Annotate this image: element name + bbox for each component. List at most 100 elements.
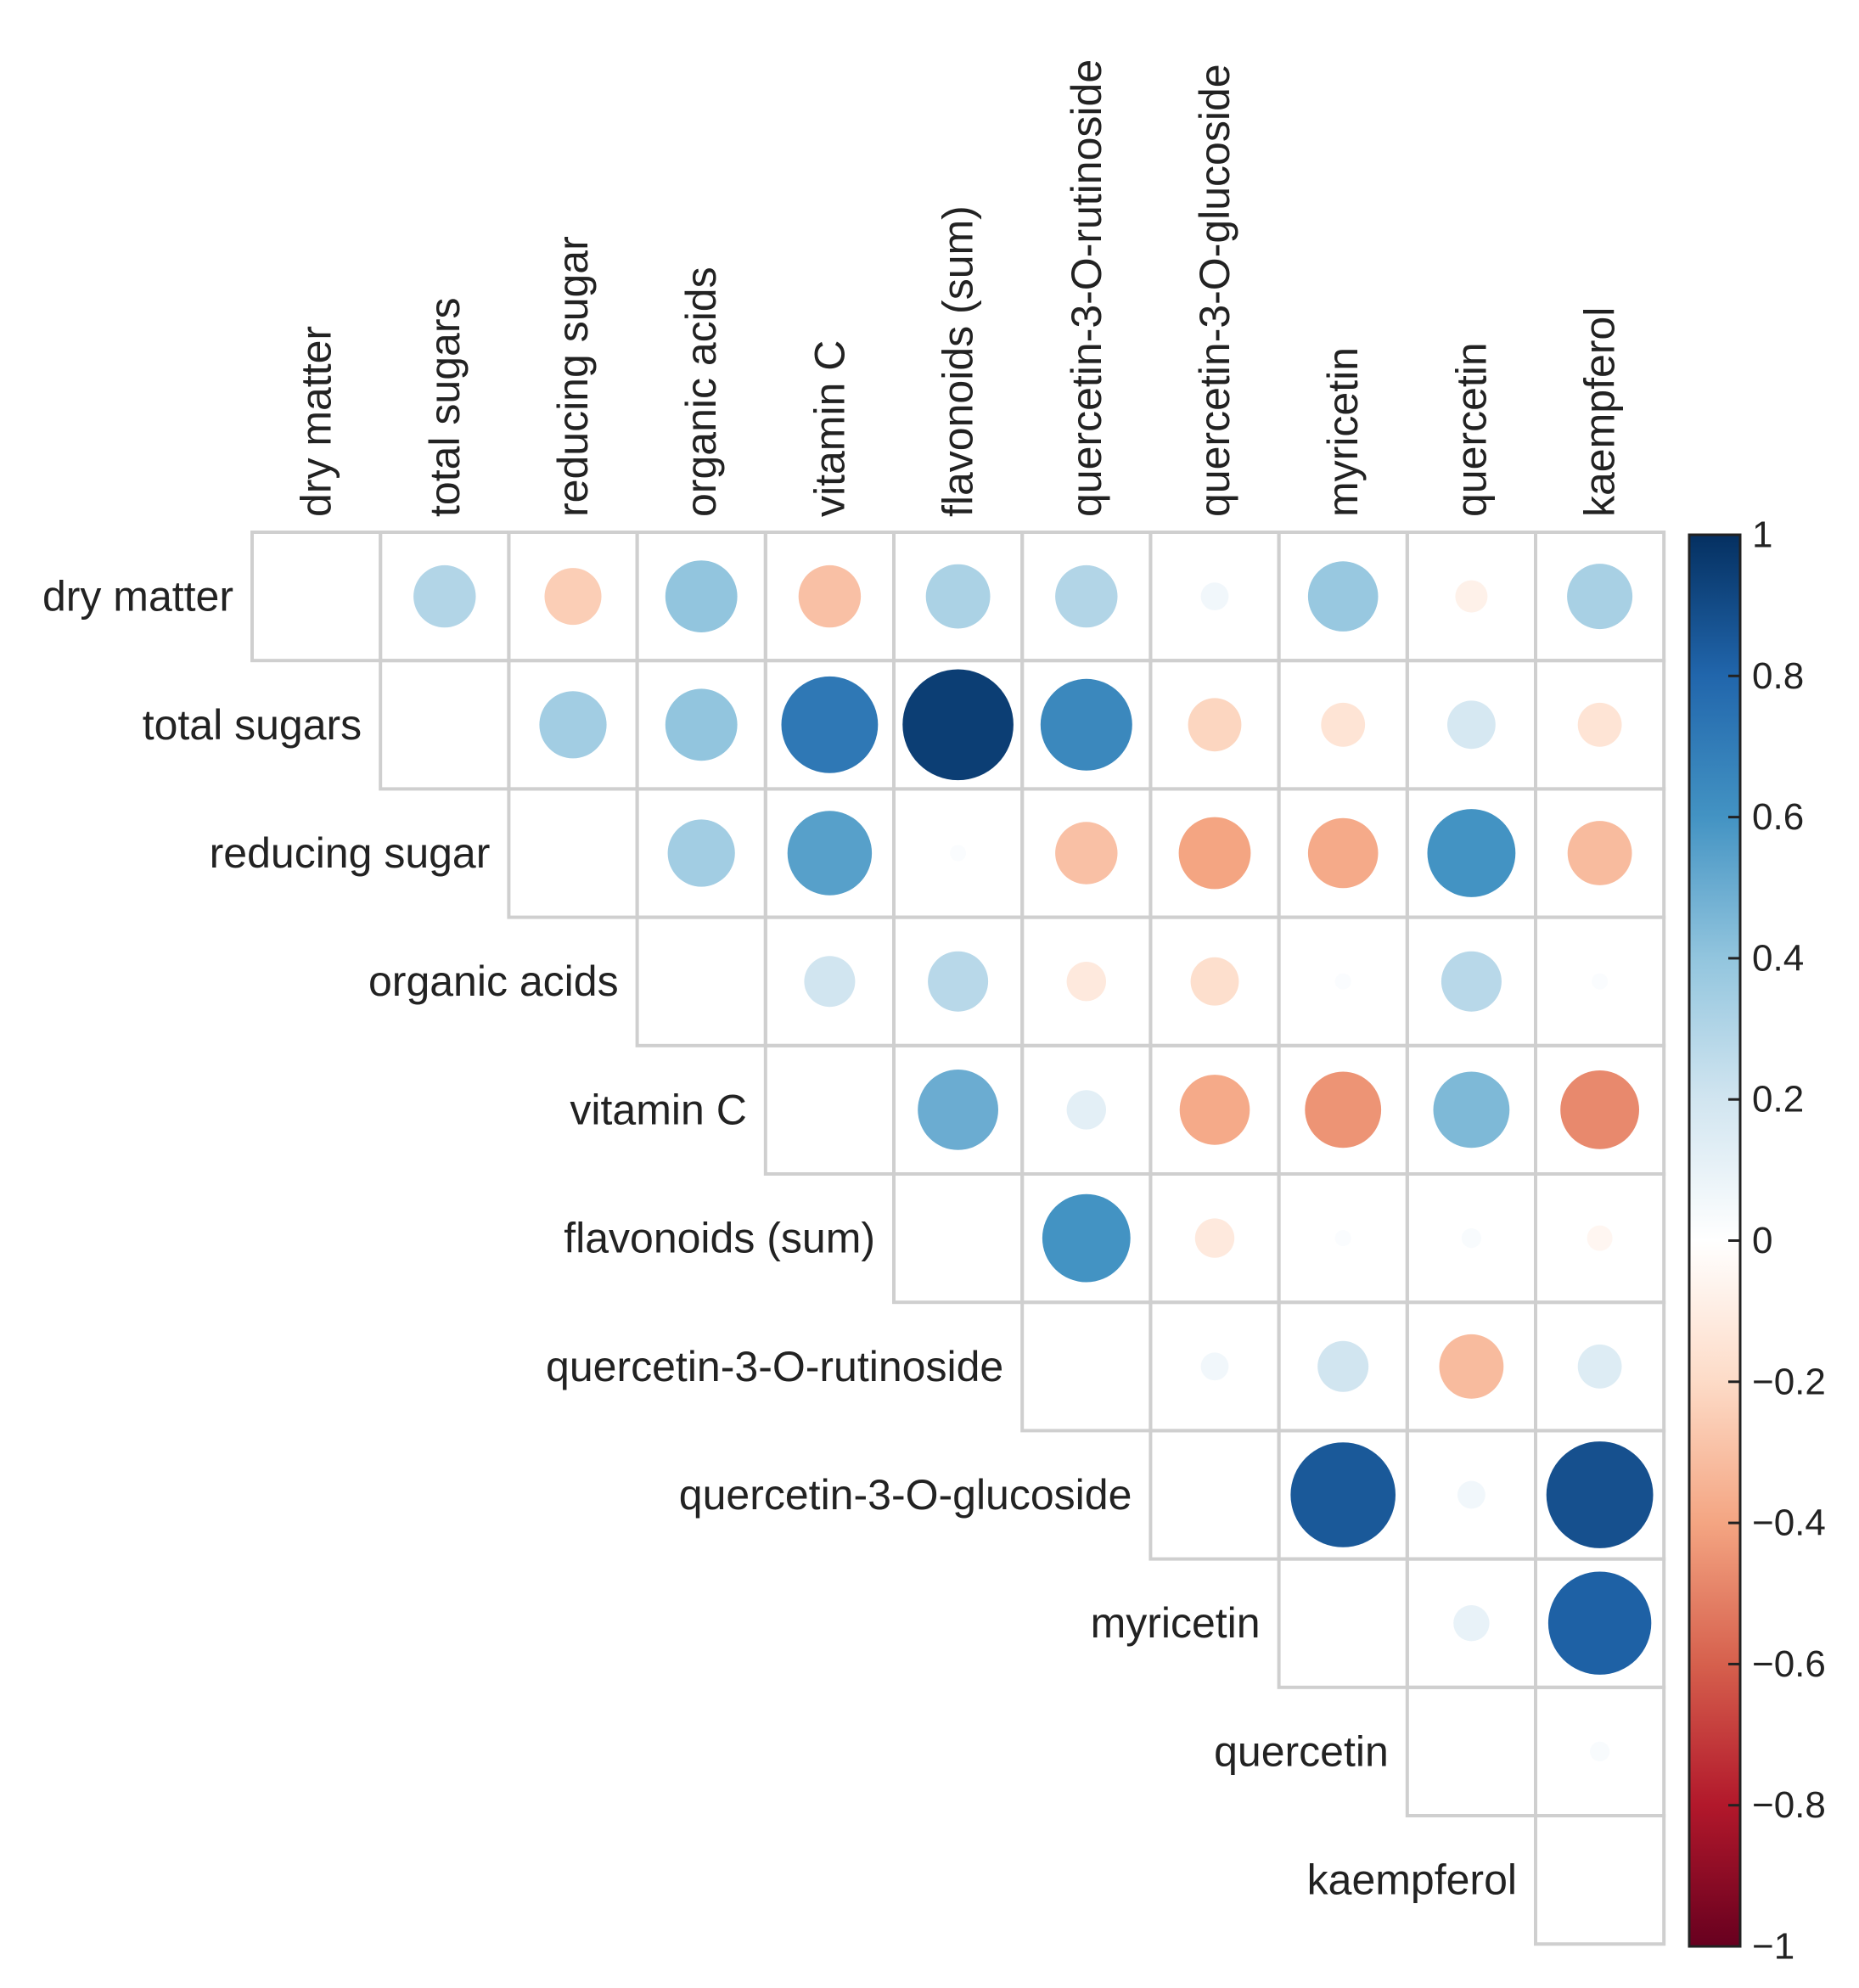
- colorbar: 1 0.8 0.6 0.4 0.2 0 −0.2 −0.4 −0.6 −0.8 −1: [1688, 514, 1826, 1968]
- corr-circle-vitamin-c-flavonoids-sum: [918, 1070, 998, 1150]
- corr-circle-organic-acids-quercetin-3-o-rutinoside: [1066, 962, 1107, 1002]
- corr-circle-reducing-sugar-flavonoids-sum: [950, 845, 967, 862]
- corr-circle-flavonoids-sum-quercetin-3-o-rutinoside: [1042, 1193, 1131, 1283]
- corr-circle-myricetin-kaempferol: [1547, 1571, 1652, 1675]
- corr-circle-organic-acids-quercetin-3-o-glucoside: [1190, 957, 1239, 1006]
- corr-circle-quercetin-3-o-rutinoside-kaempferol: [1577, 1344, 1622, 1389]
- corr-circle-quercetin-3-o-glucoside-myricetin: [1290, 1442, 1396, 1547]
- colorbar-tick-label: −0.4: [1752, 1502, 1826, 1544]
- row-label-vitamin-c: vitamin C: [570, 1086, 746, 1133]
- corr-circle-quercetin-3-o-glucoside-kaempferol: [1546, 1441, 1654, 1548]
- cell-grid: [250, 531, 1666, 1946]
- corr-circle-dry-matter-total-sugars: [413, 564, 476, 628]
- corr-circle-reducing-sugar-organic-acids: [667, 819, 735, 887]
- colorbar-tick-label: −0.2: [1752, 1361, 1826, 1402]
- cell-0-0: [250, 531, 383, 663]
- col-label-organic-acids: organic acids: [677, 267, 725, 517]
- colorbar-tick-label: 0: [1752, 1220, 1772, 1261]
- row-label-kaempferol: kaempferol: [1307, 1856, 1517, 1904]
- corr-circle-vitamin-c-quercetin: [1433, 1071, 1510, 1148]
- cell-2-2: [507, 787, 639, 919]
- row-label-myricetin: myricetin: [1091, 1599, 1261, 1647]
- corr-circle-flavonoids-sum-quercetin-3-o-glucoside: [1194, 1218, 1235, 1258]
- corr-circle-dry-matter-vitamin-c: [798, 564, 862, 628]
- corr-circle-quercetin-3-o-glucoside-quercetin: [1457, 1480, 1486, 1509]
- cell-7-7: [1149, 1429, 1281, 1561]
- corr-circle-reducing-sugar-quercetin-3-o-glucoside: [1178, 817, 1251, 890]
- row-label-quercetin: quercetin: [1214, 1727, 1389, 1775]
- col-label-dry-matter: dry matter: [293, 326, 340, 517]
- corr-circle-total-sugars-flavonoids-sum: [902, 669, 1014, 781]
- col-label-quercetin-3-o-rutinoside: quercetin-3-O-rutinoside: [1063, 59, 1110, 517]
- corr-circle-dry-matter-myricetin: [1307, 561, 1379, 632]
- cell-10-10: [1534, 1814, 1666, 1946]
- correlation-circles: [413, 560, 1654, 1761]
- corr-circle-reducing-sugar-vitamin-c: [787, 811, 873, 896]
- corr-circle-vitamin-c-kaempferol: [1560, 1070, 1639, 1149]
- corr-circle-total-sugars-reducing-sugar: [539, 691, 607, 759]
- corr-circle-reducing-sugar-kaempferol: [1567, 821, 1632, 885]
- corr-circle-dry-matter-quercetin: [1455, 580, 1488, 613]
- corr-circle-quercetin-3-o-rutinoside-myricetin: [1317, 1340, 1369, 1392]
- colorbar-tick-label: 0.4: [1752, 937, 1804, 979]
- colorbar-ticks: 1 0.8 0.6 0.4 0.2 0 −0.2 −0.4 −0.6 −0.8 −1: [1728, 514, 1826, 1968]
- cell-8-8: [1277, 1557, 1409, 1689]
- row-label-reducing-sugar: reducing sugar: [210, 829, 491, 877]
- col-label-flavonoids-sum: flavonoids (sum): [935, 205, 982, 517]
- corr-circle-total-sugars-quercetin-3-o-rutinoside: [1040, 678, 1132, 771]
- colorbar-tick-label: 0.8: [1752, 655, 1804, 697]
- colorbar-tick-label: 0.2: [1752, 1079, 1804, 1120]
- corr-circle-organic-acids-flavonoids-sum: [928, 951, 989, 1012]
- corr-circle-dry-matter-reducing-sugar: [544, 568, 602, 626]
- cell-5-5: [892, 1172, 1025, 1305]
- cell-4-4: [763, 1043, 896, 1177]
- corr-circle-reducing-sugar-quercetin: [1427, 809, 1516, 897]
- corr-circle-total-sugars-myricetin: [1321, 702, 1366, 747]
- row-label-dry-matter: dry matter: [42, 573, 233, 621]
- row-label-flavonoids-sum: flavonoids (sum): [564, 1215, 875, 1262]
- corr-circle-vitamin-c-quercetin-3-o-glucoside: [1179, 1075, 1250, 1145]
- colorbar-tick-label: −0.6: [1752, 1643, 1826, 1685]
- col-label-total-sugars: total sugars: [421, 298, 469, 517]
- corr-circle-flavonoids-sum-kaempferol: [1587, 1225, 1613, 1251]
- col-label-kaempferol: kaempferol: [1576, 307, 1624, 517]
- column-labels: dry matter total sugars reducing sugar orga…: [293, 59, 1624, 517]
- corr-circle-vitamin-c-myricetin: [1305, 1071, 1382, 1148]
- corr-circle-dry-matter-quercetin-3-o-rutinoside: [1055, 564, 1118, 628]
- corr-circle-flavonoids-sum-quercetin: [1461, 1228, 1481, 1249]
- row-label-quercetin-3-o-glucoside: quercetin-3-O-glucoside: [679, 1471, 1132, 1519]
- corr-circle-dry-matter-organic-acids: [665, 560, 738, 632]
- col-label-vitamin-c: vitamin C: [806, 340, 853, 517]
- corr-circle-total-sugars-quercetin-3-o-glucoside: [1188, 698, 1242, 752]
- col-label-reducing-sugar: reducing sugar: [549, 236, 597, 517]
- colorbar-tick-label: −0.8: [1752, 1784, 1826, 1826]
- corr-circle-total-sugars-vitamin-c: [781, 676, 879, 773]
- corr-circle-total-sugars-organic-acids: [665, 688, 738, 761]
- colorbar-tick-label: 0.6: [1752, 796, 1804, 838]
- corr-circle-total-sugars-quercetin: [1447, 700, 1496, 750]
- corr-circle-organic-acids-quercetin: [1441, 951, 1502, 1012]
- corr-circle-vitamin-c-quercetin-3-o-rutinoside: [1066, 1090, 1107, 1130]
- corr-circle-total-sugars-kaempferol: [1577, 702, 1622, 747]
- col-label-quercetin-3-o-glucoside: quercetin-3-O-glucoside: [1191, 64, 1238, 517]
- corr-circle-myricetin-quercetin: [1453, 1605, 1490, 1642]
- row-label-organic-acids: organic acids: [368, 957, 619, 1005]
- corr-circle-reducing-sugar-myricetin: [1307, 817, 1379, 889]
- corr-circle-dry-matter-flavonoids-sum: [925, 564, 991, 629]
- cell-9-9: [1405, 1685, 1538, 1818]
- corr-circle-organic-acids-vitamin-c: [804, 956, 856, 1008]
- col-label-myricetin: myricetin: [1319, 347, 1367, 517]
- corr-circle-dry-matter-kaempferol: [1567, 564, 1633, 630]
- row-label-total-sugars: total sugars: [143, 701, 362, 749]
- corr-circle-quercetin-3-o-rutinoside-quercetin-3-o-glucoside: [1200, 1352, 1229, 1381]
- corr-circle-flavonoids-sum-myricetin: [1334, 1230, 1351, 1247]
- row-labels: dry matter total sugars reducing sugar orga…: [42, 573, 1517, 1904]
- cell-1-1: [379, 659, 511, 791]
- corr-circle-reducing-sugar-quercetin-3-o-rutinoside: [1055, 822, 1118, 884]
- colorbar-tick-label: 1: [1752, 514, 1772, 556]
- corr-circle-organic-acids-myricetin: [1334, 973, 1351, 990]
- row-label-quercetin-3-o-rutinoside: quercetin-3-O-rutinoside: [546, 1343, 1003, 1390]
- corr-circle-organic-acids-kaempferol: [1592, 973, 1609, 990]
- col-label-quercetin: quercetin: [1447, 342, 1495, 517]
